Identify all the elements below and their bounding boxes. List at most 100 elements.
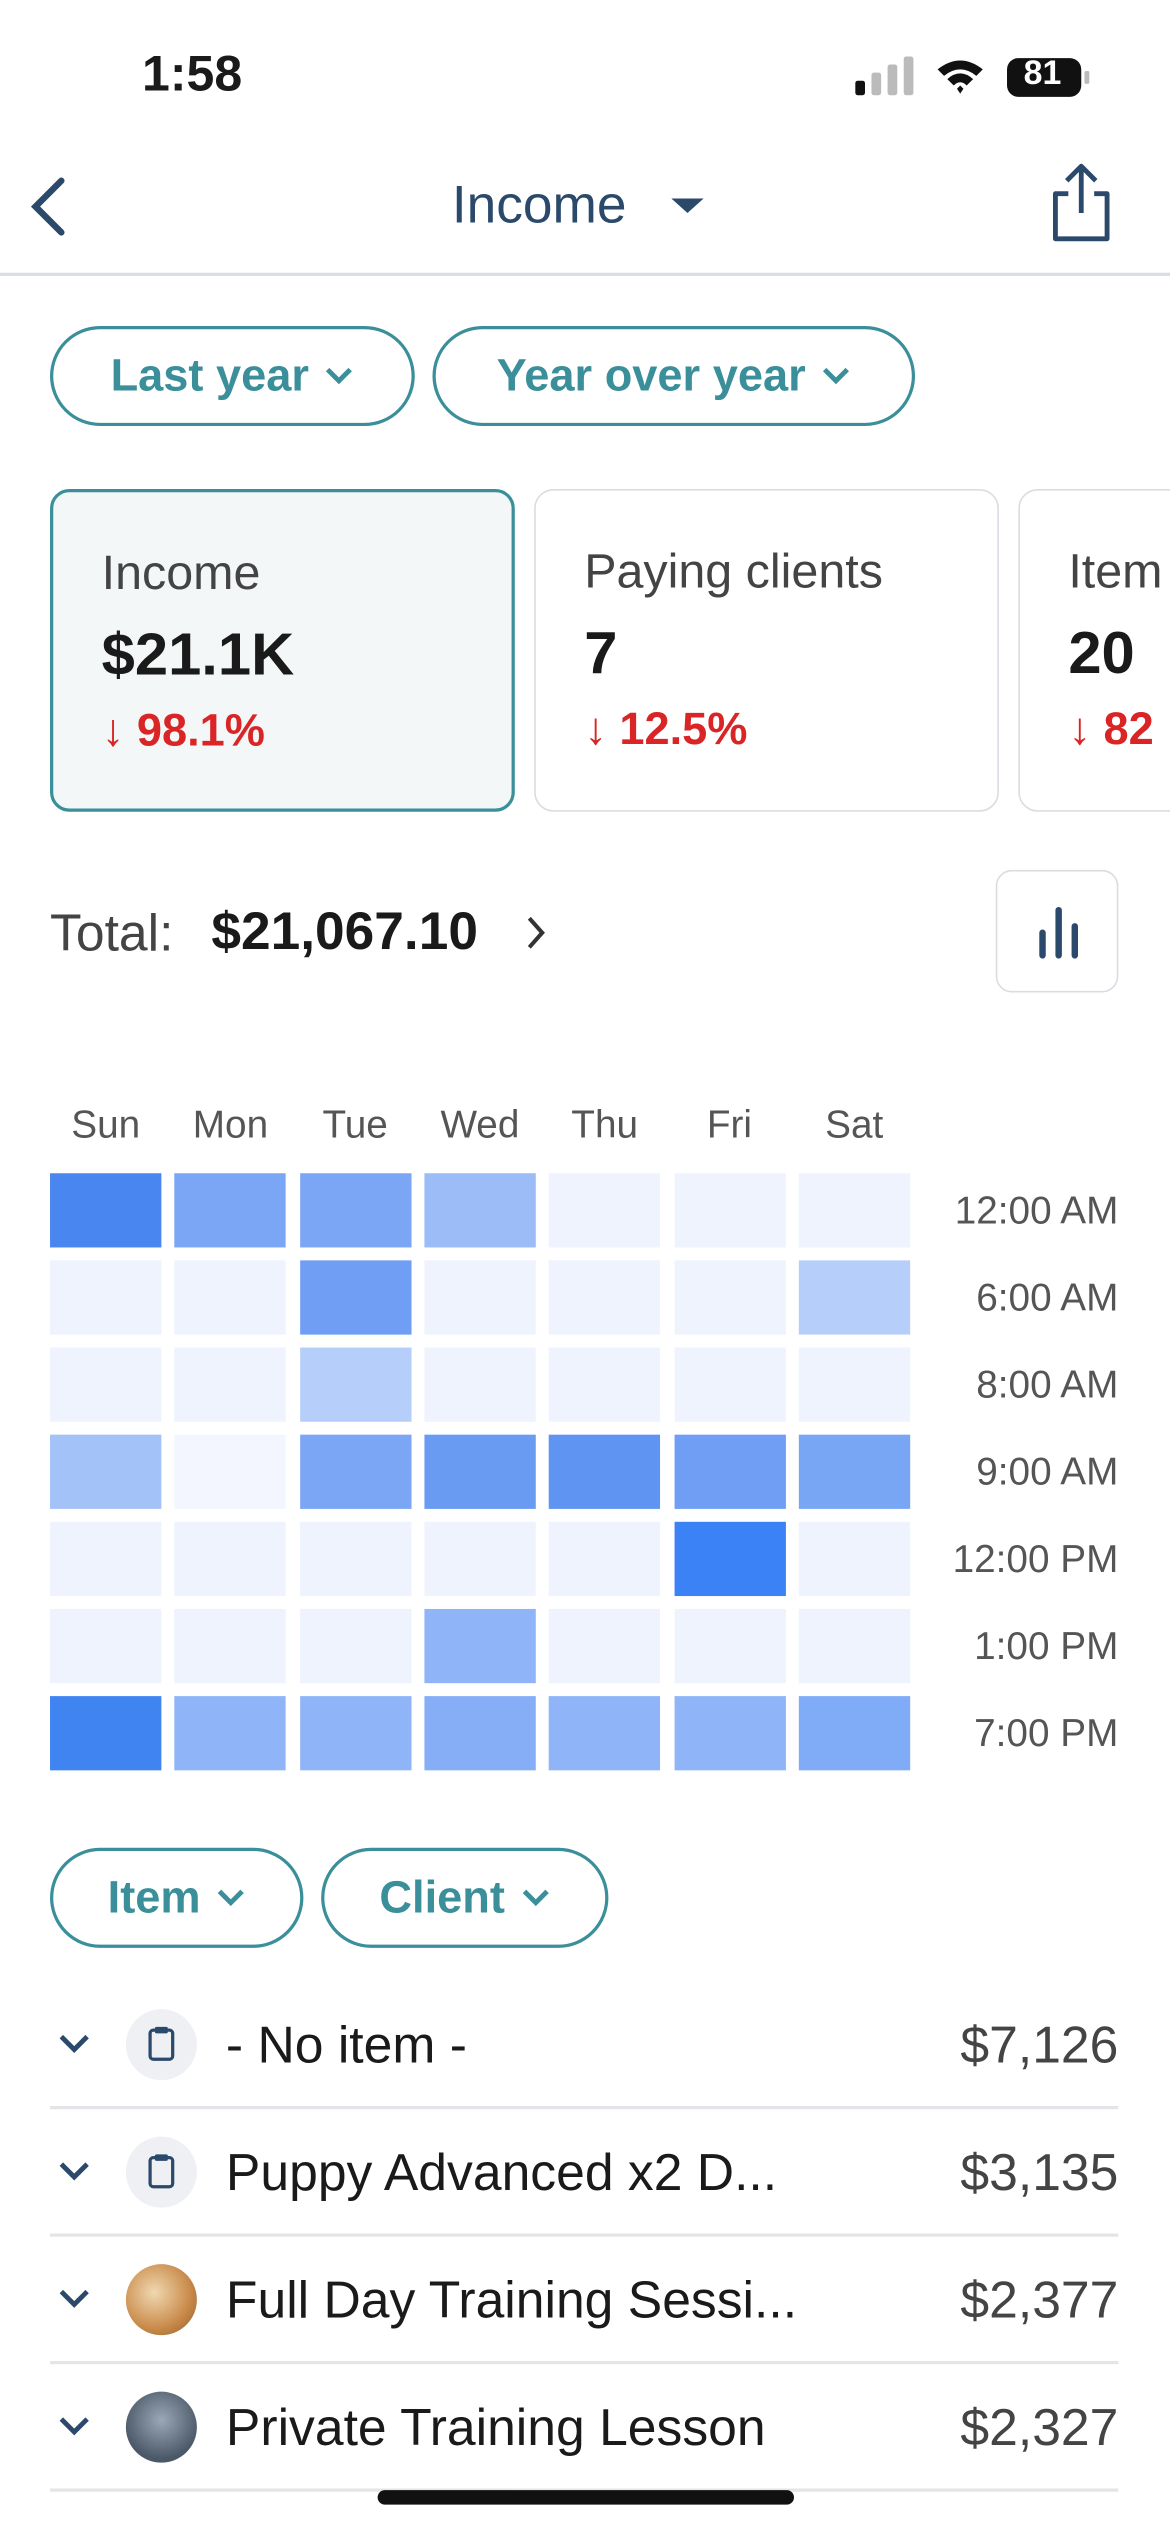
item-icon	[125, 2391, 197, 2463]
title-dropdown[interactable]	[668, 194, 707, 220]
heatmap-cell	[50, 1347, 162, 1422]
card-label: Income	[101, 547, 261, 601]
battery-level: 81	[1023, 54, 1062, 92]
expand-chevron[interactable]	[58, 2287, 90, 2310]
expand-chevron[interactable]	[58, 2159, 90, 2182]
item-icon	[125, 2136, 197, 2208]
heatmap-cell	[798, 1173, 910, 1248]
time-label: 12:00 AM	[954, 1189, 1119, 1233]
heatmap-cell	[174, 1260, 287, 1335]
heatmap-cell	[673, 1696, 786, 1771]
group-filter[interactable]: Item	[50, 1847, 304, 1948]
item-name: Private Training Lesson	[225, 2398, 766, 2457]
heatmap-cell	[548, 1347, 661, 1422]
day-label: Thu	[571, 1103, 639, 1148]
metric-card[interactable]: Paying clients 7 ↓ 12.5%	[534, 488, 999, 812]
heatmap-cell	[673, 1434, 786, 1509]
metric-card[interactable]: Income $21.1K ↓ 98.1%	[50, 488, 515, 812]
heatmap-cell	[548, 1260, 661, 1335]
time-label: 6:00 AM	[976, 1276, 1119, 1321]
share-button[interactable]	[1046, 161, 1117, 245]
day-label: Tue	[322, 1103, 388, 1148]
heatmap-cell	[548, 1173, 661, 1248]
heatmap-cell	[798, 1260, 910, 1335]
change-text: 98.1%	[136, 705, 265, 756]
heatmap-cell	[798, 1608, 910, 1684]
filter-label: Last year	[110, 350, 310, 401]
time-label: 1:00 PM	[974, 1625, 1119, 1669]
change-text: 82	[1103, 703, 1154, 754]
row-divider	[50, 2106, 1119, 2109]
compare-filter[interactable]: Year over year	[432, 325, 916, 427]
time-label: 8:00 AM	[976, 1363, 1119, 1408]
heatmap-cell	[50, 1434, 162, 1509]
row-divider	[50, 2488, 1119, 2491]
metric-card[interactable]: Item 20 ↓ 82	[1018, 488, 1170, 812]
heatmap-cell	[424, 1347, 536, 1422]
heatmap-cell	[673, 1521, 786, 1597]
total-value[interactable]: $21,067.10	[211, 900, 478, 961]
row-divider	[50, 2233, 1119, 2236]
item-amount: $2,327	[960, 2398, 1119, 2457]
filter-label: Year over year	[496, 350, 806, 401]
day-label: Sat	[825, 1103, 884, 1148]
back-button[interactable]	[23, 174, 71, 239]
time-label: 12:00 PM	[952, 1537, 1119, 1582]
total-chevron[interactable]	[523, 913, 549, 952]
item-name: - No item -	[225, 2015, 467, 2074]
heatmap-cell	[174, 1347, 287, 1422]
heatmap-cell	[424, 1608, 536, 1684]
card-change: ↓ 12.5%	[584, 703, 748, 754]
heatmap-cell	[548, 1434, 661, 1509]
item-icon	[125, 2009, 197, 2081]
header-title[interactable]: Income	[451, 174, 627, 235]
heatmap-cell	[174, 1608, 287, 1684]
day-label: Sun	[71, 1103, 141, 1148]
expand-chevron[interactable]	[58, 2032, 90, 2055]
time-label: 7:00 PM	[974, 1712, 1119, 1756]
heatmap-cell	[299, 1173, 411, 1248]
heatmap-cell	[798, 1521, 910, 1597]
heatmap-cell	[798, 1347, 910, 1422]
item-name: Puppy Advanced x2 D...	[225, 2143, 778, 2202]
heatmap-cell	[174, 1521, 287, 1597]
row-divider	[50, 2360, 1119, 2364]
item-amount: $2,377	[960, 2270, 1119, 2329]
heatmap-cell	[299, 1347, 411, 1422]
card-change: ↓ 82	[1068, 703, 1154, 754]
heatmap-cell	[174, 1434, 287, 1509]
item-amount: $7,126	[960, 2015, 1119, 2074]
home-indicator	[377, 2490, 794, 2505]
heatmap-cell	[548, 1608, 661, 1684]
heatmap-cell	[50, 1696, 162, 1771]
heatmap-cell	[548, 1521, 661, 1597]
expand-chevron[interactable]	[58, 2414, 90, 2437]
group-filter[interactable]: Client	[321, 1847, 609, 1948]
card-label: Item	[1068, 545, 1163, 599]
heatmap-cell	[424, 1173, 536, 1248]
heatmap-cell	[50, 1173, 162, 1248]
header-divider	[0, 272, 1170, 276]
heatmap-cell	[798, 1696, 910, 1771]
heatmap-cell	[798, 1434, 910, 1509]
heatmap-cell	[50, 1521, 162, 1597]
heatmap-cell	[174, 1173, 287, 1248]
card-label: Paying clients	[584, 545, 883, 599]
day-label: Fri	[706, 1103, 753, 1148]
heatmap-cell	[673, 1173, 786, 1248]
heatmap-cell	[424, 1696, 536, 1771]
heatmap-cell	[299, 1696, 411, 1771]
card-change: ↓ 98.1%	[101, 705, 265, 756]
status-icons	[855, 56, 1090, 97]
card-value: 20	[1068, 619, 1135, 686]
heatmap-cell	[299, 1521, 411, 1597]
time-label: 9:00 AM	[976, 1450, 1119, 1495]
period-filter[interactable]: Last year	[50, 325, 415, 427]
heatmap-cell	[299, 1434, 411, 1509]
status-time: 1:58	[142, 45, 243, 102]
heatmap-cell	[424, 1521, 536, 1597]
heatmap-cell	[673, 1608, 786, 1684]
chart-toggle[interactable]	[995, 869, 1119, 993]
heatmap-cell	[174, 1696, 287, 1771]
